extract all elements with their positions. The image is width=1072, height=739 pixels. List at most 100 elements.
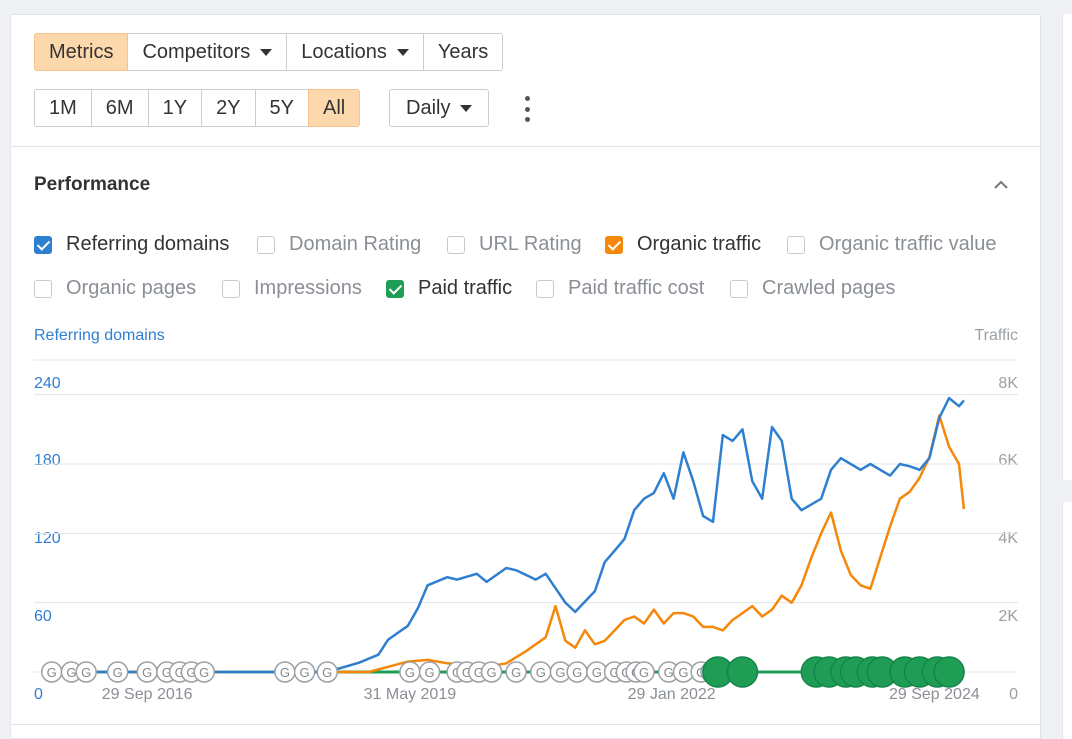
tab-locations-label: Locations: [301, 41, 387, 63]
x-tick: 31 May 2019: [363, 686, 457, 703]
metric-label: Paid traffic: [418, 277, 513, 299]
tab-metrics-label: Metrics: [49, 41, 114, 63]
svg-text:G: G: [175, 665, 185, 680]
svg-text:G: G: [162, 665, 172, 680]
x-tick: 29 Sep 2016: [101, 686, 193, 703]
checkbox-icon[interactable]: [605, 235, 623, 254]
svg-text:G: G: [66, 665, 76, 680]
y-right-tick: 2K: [998, 608, 1018, 625]
metric-impressions[interactable]: Impressions: [222, 277, 362, 300]
checkbox-icon[interactable]: [34, 235, 52, 254]
svg-text:G: G: [486, 665, 496, 680]
range-1m-button[interactable]: 1M: [34, 89, 92, 127]
y-left-tick: 60: [34, 608, 52, 625]
google-update-marker: G: [193, 661, 215, 683]
google-update-marker: G: [399, 661, 421, 683]
tab-metrics[interactable]: Metrics: [34, 33, 129, 71]
granularity-label: Daily: [406, 97, 451, 119]
range-6m-button[interactable]: 6M: [90, 89, 149, 127]
metric-paid-traffic[interactable]: Paid traffic: [386, 277, 512, 300]
google-update-marker: G: [40, 661, 63, 683]
svg-text:G: G: [142, 665, 152, 680]
range-all-button[interactable]: All: [308, 89, 361, 127]
side-panel-gap: [1062, 480, 1072, 502]
svg-text:G: G: [186, 665, 196, 680]
svg-text:G: G: [572, 665, 582, 680]
google-update-marker: G: [293, 661, 316, 683]
kebab-icon[interactable]: [522, 96, 532, 122]
range-label: 1M: [49, 97, 77, 119]
checkbox-icon[interactable]: [257, 235, 275, 254]
metric-domain-rating[interactable]: Domain Rating: [257, 233, 421, 256]
svg-text:G: G: [664, 665, 674, 680]
svg-text:G: G: [405, 665, 415, 680]
chevron-up-icon[interactable]: [994, 178, 1008, 192]
metric-organic-traffic-value[interactable]: Organic traffic value: [787, 233, 997, 256]
granularity-dropdown[interactable]: Daily: [389, 89, 490, 127]
checkbox-icon[interactable]: [447, 235, 465, 254]
y-left-tick: 240: [34, 375, 61, 392]
metric-label: Organic traffic value: [819, 233, 997, 255]
series-line-organic-traffic: [43, 414, 966, 674]
metric-label: Domain Rating: [289, 233, 422, 255]
svg-text:G: G: [322, 665, 332, 680]
y-right-tick: 8K: [998, 375, 1018, 392]
metric-organic-traffic[interactable]: Organic traffic: [605, 233, 761, 256]
metric-label: Organic traffic: [637, 233, 762, 255]
tab-competitors[interactable]: Competitors: [127, 33, 288, 71]
y-right-tick: 0: [1009, 686, 1018, 703]
checkbox-icon[interactable]: [787, 235, 805, 254]
metric-label: Crawled pages: [762, 277, 896, 299]
metric-crawled-pages[interactable]: Crawled pages: [730, 277, 895, 300]
y-left-tick: 0: [34, 686, 43, 703]
google-update-marker: G: [136, 661, 158, 683]
section-divider: [11, 146, 1040, 147]
range-label: All: [323, 97, 346, 119]
google-update-marker: G: [549, 661, 572, 683]
view-tabs: Metrics Competitors Locations Years: [34, 33, 504, 71]
checkbox-icon[interactable]: [222, 279, 240, 298]
google-update-marker: G: [480, 661, 503, 683]
metric-referring-domains[interactable]: Referring domains: [34, 233, 229, 256]
google-update-marker: G: [566, 661, 588, 683]
svg-text:G: G: [474, 665, 484, 680]
svg-text:G: G: [639, 665, 649, 680]
range-1y-button[interactable]: 1Y: [147, 89, 203, 127]
y-right-axis-title: Traffic: [974, 327, 1018, 344]
annotation-marker-green: [933, 656, 965, 688]
metric-label: Impressions: [254, 277, 362, 299]
y-right-tick: 4K: [998, 530, 1018, 547]
google-update-marker: G: [418, 661, 441, 683]
metric-label: Paid traffic cost: [568, 277, 705, 299]
svg-text:G: G: [592, 665, 602, 680]
x-tick: 29 Sep 2024: [888, 686, 980, 703]
tab-locations[interactable]: Locations: [286, 33, 424, 71]
checkbox-icon[interactable]: [386, 279, 404, 298]
series-line-referring-domains: [43, 396, 965, 674]
caret-down-icon: [460, 104, 473, 112]
tab-competitors-label: Competitors: [142, 41, 251, 63]
google-update-marker: G: [530, 661, 552, 683]
tab-years[interactable]: Years: [422, 33, 504, 71]
tab-years-label: Years: [437, 41, 489, 63]
svg-text:G: G: [280, 665, 290, 680]
range-selector: 1M 6M 1Y 2Y 5Y All: [34, 89, 361, 127]
checkbox-icon[interactable]: [34, 279, 52, 298]
svg-text:G: G: [462, 665, 472, 680]
checkbox-icon[interactable]: [730, 279, 748, 298]
range-2y-button[interactable]: 2Y: [201, 89, 256, 127]
svg-text:G: G: [47, 665, 57, 680]
metric-url-rating[interactable]: URL Rating: [447, 233, 582, 256]
metric-paid-traffic-cost[interactable]: Paid traffic cost: [536, 277, 704, 300]
metric-label: Referring domains: [66, 233, 230, 255]
y-right-tick: 6K: [998, 452, 1018, 469]
y-left-axis-title: Referring domains: [34, 327, 165, 344]
section-title: Performance: [34, 174, 151, 195]
checkbox-icon[interactable]: [536, 279, 554, 298]
range-5y-button[interactable]: 5Y: [254, 89, 309, 127]
performance-card: [10, 14, 1041, 739]
metric-label: URL Rating: [479, 233, 582, 255]
google-update-marker: G: [106, 661, 129, 683]
metric-organic-pages[interactable]: Organic pages: [34, 277, 196, 300]
